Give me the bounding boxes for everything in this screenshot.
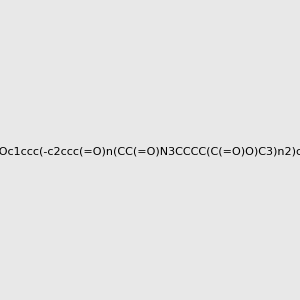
Text: COc1ccc(-c2ccc(=O)n(CC(=O)N3CCCC(C(=O)O)C3)n2)cc1: COc1ccc(-c2ccc(=O)n(CC(=O)N3CCCC(C(=O)O)… — [0, 146, 300, 157]
